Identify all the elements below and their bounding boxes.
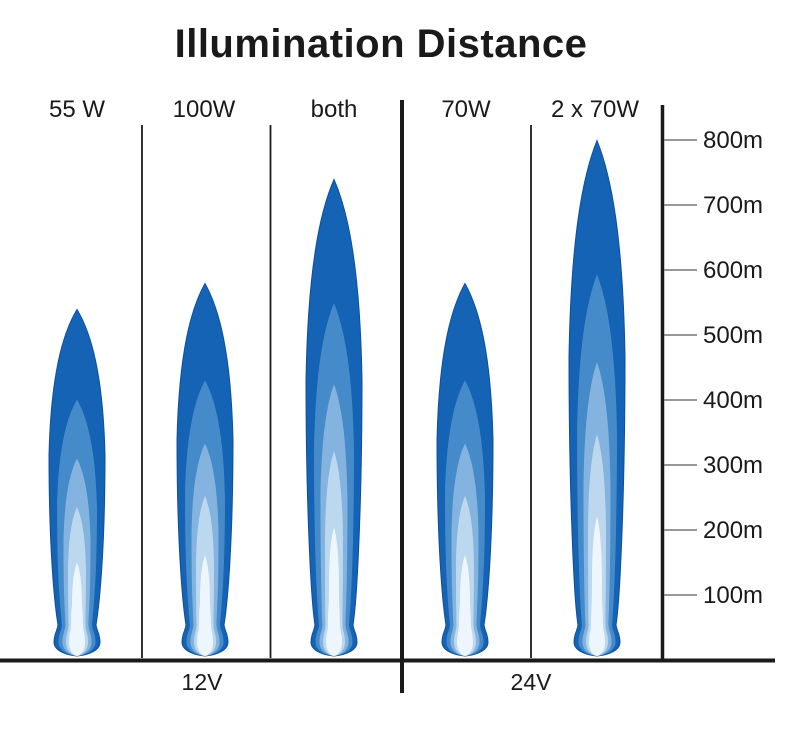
group-label-12v: 12V	[182, 669, 224, 695]
tick-label-400m: 400m	[703, 387, 763, 414]
beam-55w	[48, 308, 106, 657]
beam-layer-5	[197, 555, 213, 656]
beam-70w	[436, 282, 494, 657]
group-label-24v: 24V	[511, 669, 553, 695]
tick-label-800m: 800m	[703, 127, 763, 154]
column-label-55w: 55 W	[49, 96, 105, 123]
column-label-70w: 70W	[441, 96, 491, 123]
beam-both	[305, 178, 363, 657]
tick-label-200m: 200m	[703, 517, 763, 544]
tick-label-300m: 300m	[703, 452, 763, 479]
tick-label-500m: 500m	[703, 322, 763, 349]
tick-label-700m: 700m	[703, 192, 763, 219]
column-label-both: both	[311, 96, 358, 123]
tick-label-100m: 100m	[703, 582, 763, 609]
beam-layer-5	[457, 555, 473, 656]
chart-title: Illumination Distance	[175, 22, 588, 66]
beam-100w	[176, 282, 234, 657]
tick-labels-layer: 800m 700m 600m 500m 400m 300m 200m 100m	[703, 127, 763, 609]
beam-layer-5	[326, 527, 342, 656]
beams-layer	[48, 139, 626, 657]
column-label-100w: 100W	[173, 96, 236, 123]
beam-layer-5	[69, 562, 85, 656]
ticks-layer	[664, 139, 697, 596]
beam-2x70w	[568, 139, 626, 657]
column-label-2x70w: 2 x 70W	[551, 96, 639, 123]
beam-layer-5	[589, 516, 605, 656]
tick-label-600m: 600m	[703, 257, 763, 284]
